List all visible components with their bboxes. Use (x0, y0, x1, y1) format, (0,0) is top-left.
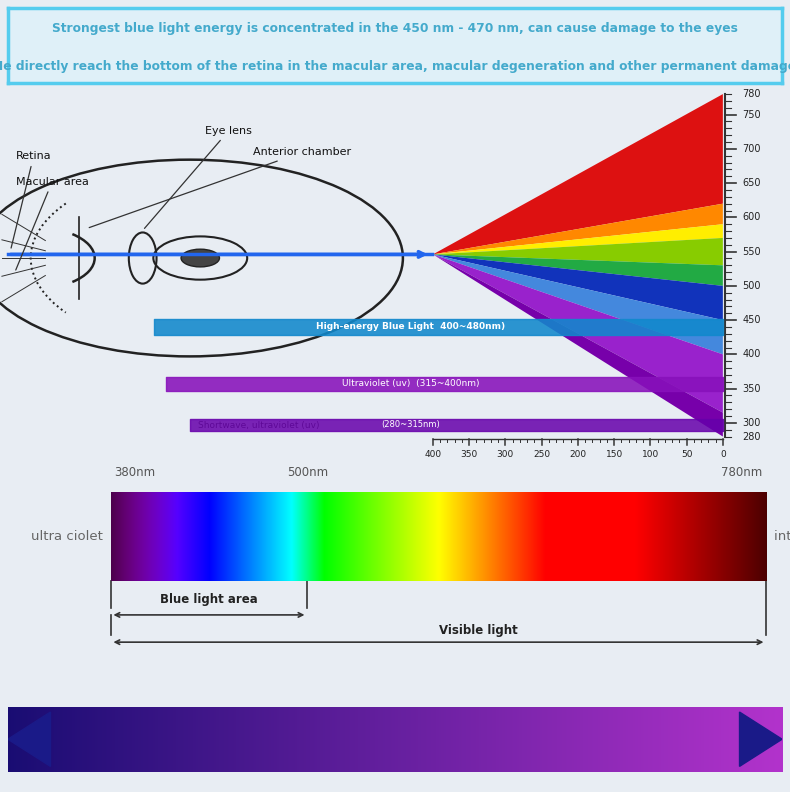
Text: 280: 280 (743, 432, 761, 442)
Text: 600: 600 (743, 212, 761, 223)
Text: 780nm: 780nm (721, 466, 762, 478)
Text: Ultraviolet (uv)  (315~400nm): Ultraviolet (uv) (315~400nm) (342, 379, 480, 388)
Text: 300: 300 (497, 451, 514, 459)
Text: ultra ciolet: ultra ciolet (31, 530, 103, 543)
Text: 700: 700 (743, 144, 761, 154)
Polygon shape (433, 254, 723, 320)
Text: (280~315nm): (280~315nm) (382, 421, 440, 429)
Text: 50: 50 (681, 451, 692, 459)
Polygon shape (433, 254, 723, 413)
Text: Shortwave, ultraviolet (uv): Shortwave, ultraviolet (uv) (198, 421, 319, 430)
Polygon shape (433, 254, 723, 354)
Text: 550: 550 (743, 246, 762, 257)
Text: 350: 350 (461, 451, 478, 459)
Text: 780: 780 (743, 89, 761, 99)
Text: intra red: intra red (774, 530, 790, 543)
Text: High-energy Blue Light  400~480nm): High-energy Blue Light 400~480nm) (316, 322, 506, 332)
Text: 100: 100 (641, 451, 659, 459)
Text: Retina: Retina (11, 151, 51, 248)
Text: 450: 450 (743, 315, 761, 325)
Polygon shape (739, 712, 782, 767)
Text: Macular area: Macular area (16, 177, 88, 270)
Polygon shape (433, 254, 723, 286)
Text: 400: 400 (743, 349, 761, 360)
Polygon shape (433, 204, 723, 254)
Text: Low energy: Low energy (664, 733, 742, 746)
Polygon shape (8, 712, 51, 767)
Text: He directly reach the bottom of the retina in the macular area, macular degenera: He directly reach the bottom of the reti… (0, 60, 790, 73)
Text: 500: 500 (743, 281, 761, 291)
Polygon shape (433, 254, 723, 436)
Text: Eye lens: Eye lens (145, 125, 252, 228)
Text: 380nm: 380nm (115, 466, 156, 478)
Text: 650: 650 (743, 178, 761, 188)
Text: Energy: Energy (356, 729, 434, 748)
Text: 250: 250 (533, 451, 550, 459)
Text: 500nm: 500nm (287, 466, 328, 478)
Circle shape (181, 249, 220, 267)
Text: 400: 400 (424, 451, 442, 459)
Polygon shape (433, 238, 723, 265)
Text: Strongest blue light energy is concentrated in the 450 nm - 470 nm, can cause da: Strongest blue light energy is concentra… (52, 21, 738, 35)
Polygon shape (433, 94, 723, 254)
Text: 200: 200 (570, 451, 586, 459)
Text: Anterior chamber: Anterior chamber (89, 147, 351, 227)
Text: 750: 750 (743, 109, 762, 120)
Text: 0: 0 (720, 451, 726, 459)
Text: Blue light area: Blue light area (160, 593, 258, 607)
Text: Visible light: Visible light (438, 624, 517, 637)
Text: High energy: High energy (47, 733, 127, 746)
Polygon shape (433, 224, 723, 254)
Text: 350: 350 (743, 383, 761, 394)
Text: 150: 150 (605, 451, 623, 459)
Text: 300: 300 (743, 418, 761, 428)
